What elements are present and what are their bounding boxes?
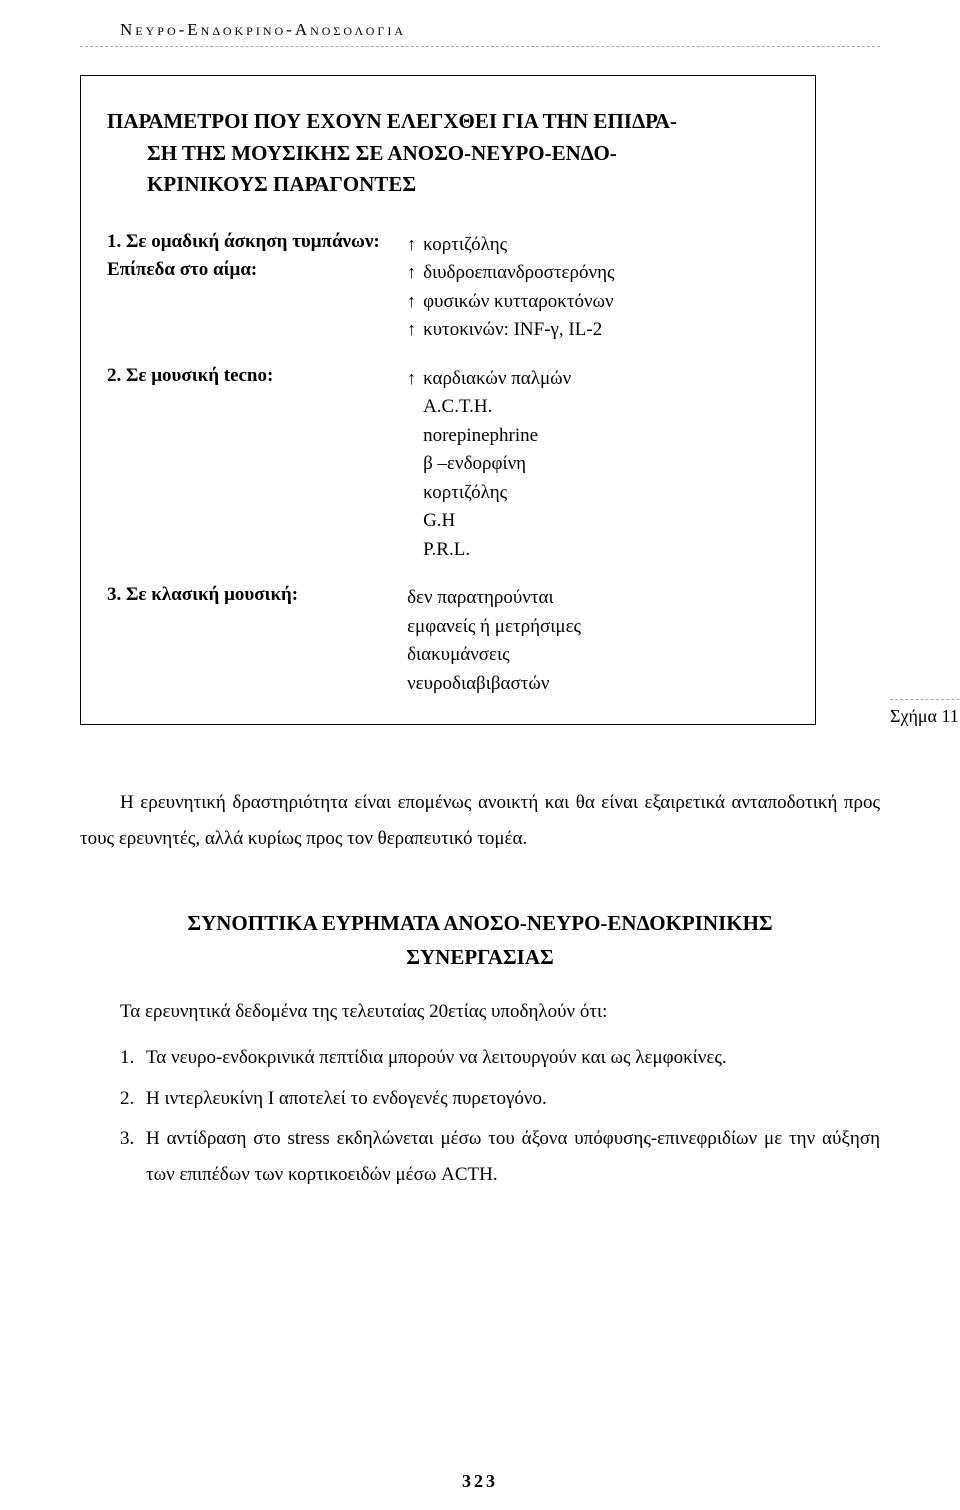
value-text: φυσικών κυτταροκτόνων xyxy=(423,291,614,312)
param-label: 3. Σε κλασική μουσική: xyxy=(107,584,407,606)
figure-title: ΠΑΡΑΜΕΤΡΟΙ ΠΟΥ ΕΧΟΥΝ ΕΛΕΓΧΘΕΙ ΓΙΑ ΤΗΝ ΕΠ… xyxy=(107,106,789,201)
param-row: 2. Σε μουσική tecno: ↑καρδιακών παλμών A… xyxy=(107,365,789,565)
value-line: norepinephrine xyxy=(407,422,789,451)
value-text: νευροδιαβιβαστών xyxy=(407,673,549,694)
page-number: 323 xyxy=(0,1471,960,1492)
param-values: δεν παρατηρούνται εμφανείς ή μετρήσιμες … xyxy=(407,584,789,698)
value-line: ↑κορτιζόλης xyxy=(407,231,789,260)
value-line: διακυμάνσεις xyxy=(407,641,789,670)
numbered-list: 1. Τα νευρο-ενδοκρινικά πεπτίδια μπορούν… xyxy=(120,1040,880,1192)
body-paragraph: Η ερευνητική δραστηριότητα είναι επομένω… xyxy=(80,785,880,857)
arrow-up-icon: ↑ xyxy=(407,316,423,343)
value-text: β –ενδορφίνη xyxy=(423,453,526,474)
value-line: δεν παρατηρούνται xyxy=(407,584,789,613)
value-line: νευροδιαβιβαστών xyxy=(407,670,789,699)
caption-rule xyxy=(890,699,960,700)
value-text: δεν παρατηρούνται xyxy=(407,587,554,608)
arrow-up-icon: ↑ xyxy=(407,288,423,315)
arrow-up-icon: ↑ xyxy=(407,259,423,286)
list-text: Η ιντερλευκίνη I αποτελεί το ενδογενές π… xyxy=(146,1081,880,1117)
value-text: κορτιζόλης xyxy=(423,482,507,503)
param-row: 3. Σε κλασική μουσική: δεν παρατηρούνται… xyxy=(107,584,789,698)
list-text: Η αντίδραση στο stress εκδηλώνεται μέσω … xyxy=(146,1121,880,1193)
list-text: Τα νευρο-ενδοκρινικά πεπτίδια μπορούν να… xyxy=(146,1040,880,1076)
param-sublabel: Επίπεδα στο αίμα: xyxy=(107,259,407,281)
section-intro: Τα ερευνητικά δεδομένα της τελευταίας 20… xyxy=(120,994,880,1030)
value-line: β –ενδορφίνη xyxy=(407,450,789,479)
list-number: 3. xyxy=(120,1121,146,1193)
figure-box: ΠΑΡΑΜΕΤΡΟΙ ΠΟΥ ΕΧΟΥΝ ΕΛΕΓΧΘΕΙ ΓΙΑ ΤΗΝ ΕΠ… xyxy=(80,75,816,725)
value-text: διακυμάνσεις xyxy=(407,644,510,665)
list-number: 1. xyxy=(120,1040,146,1076)
list-item: 1. Τα νευρο-ενδοκρινικά πεπτίδια μπορούν… xyxy=(120,1040,880,1076)
figure-title-line1: ΠΑΡΑΜΕΤΡΟΙ ΠΟΥ ΕΧΟΥΝ ΕΛΕΓΧΘΕΙ ΓΙΑ ΤΗΝ ΕΠ… xyxy=(107,106,789,138)
list-item: 3. Η αντίδραση στο stress εκδηλώνεται μέ… xyxy=(120,1121,880,1193)
list-number: 2. xyxy=(120,1081,146,1117)
value-line: G.H xyxy=(407,507,789,536)
param-label-text: 1. Σε ομαδική άσκηση τυμπάνων: xyxy=(107,231,380,252)
param-label: 1. Σε ομαδική άσκηση τυμπάνων: Επίπεδα σ… xyxy=(107,231,407,281)
param-values: ↑καρδιακών παλμών A.C.T.H. norepinephrin… xyxy=(407,365,789,565)
section-heading-line2: ΣΥΝΕΡΓΑΣΙΑΣ xyxy=(406,945,553,969)
value-line: ↑καρδιακών παλμών xyxy=(407,365,789,394)
value-text: κορτιζόλης xyxy=(423,234,507,255)
param-label: 2. Σε μουσική tecno: xyxy=(107,365,407,387)
page-header: Νευρο-Ενδοκρινο-Ανοσολογια xyxy=(120,20,880,40)
param-row: 1. Σε ομαδική άσκηση τυμπάνων: Επίπεδα σ… xyxy=(107,231,789,345)
value-line: ↑φυσικών κυτταροκτόνων xyxy=(407,288,789,317)
value-text: καρδιακών παλμών xyxy=(423,368,571,389)
arrow-up-icon: ↑ xyxy=(407,365,423,392)
param-label-text: 3. Σε κλασική μουσική: xyxy=(107,584,298,605)
figure-wrap: ΠΑΡΑΜΕΤΡΟΙ ΠΟΥ ΕΧΟΥΝ ΕΛΕΓΧΘΕΙ ΓΙΑ ΤΗΝ ΕΠ… xyxy=(80,75,880,725)
value-line: κορτιζόλης xyxy=(407,479,789,508)
section-heading: ΣΥΝΟΠΤΙΚΑ ΕΥΡΗΜΑΤΑ ΑΝΟΣΟ-ΝΕΥΡΟ-ΕΝΔΟΚΡΙΝΙ… xyxy=(80,907,880,974)
value-text: κυτοκινών: INF-γ, IL-2 xyxy=(423,319,602,340)
arrow-up-icon: ↑ xyxy=(407,231,423,258)
section-heading-line1: ΣΥΝΟΠΤΙΚΑ ΕΥΡΗΜΑΤΑ ΑΝΟΣΟ-ΝΕΥΡΟ-ΕΝΔΟΚΡΙΝΙ… xyxy=(187,911,772,935)
value-text: P.R.L. xyxy=(423,539,470,560)
param-label-text: 2. Σε μουσική tecno: xyxy=(107,365,273,386)
value-text: A.C.T.H. xyxy=(423,396,492,417)
param-values: ↑κορτιζόλης ↑διυδροεπιανδροστερόνης ↑φυσ… xyxy=(407,231,789,345)
value-line: εμφανείς ή μετρήσιμες xyxy=(407,613,789,642)
value-text: εμφανείς ή μετρήσιμες xyxy=(407,616,581,637)
paragraph-text: Η ερευνητική δραστηριότητα είναι επομένω… xyxy=(80,792,880,849)
value-line: ↑κυτοκινών: INF-γ, IL-2 xyxy=(407,316,789,345)
value-text: norepinephrine xyxy=(423,425,538,446)
value-line: A.C.T.H. xyxy=(407,393,789,422)
figure-title-line3: ΚΡΙΝΙΚΟΥΣ ΠΑΡΑΓΟΝΤΕΣ xyxy=(147,169,789,201)
list-item: 2. Η ιντερλευκίνη I αποτελεί το ενδογενέ… xyxy=(120,1081,880,1117)
header-rule xyxy=(80,46,880,47)
figure-caption: Σχήμα 11 xyxy=(890,706,959,727)
value-text: G.H xyxy=(423,510,455,531)
value-line: P.R.L. xyxy=(407,536,789,565)
value-text: διυδροεπιανδροστερόνης xyxy=(423,262,614,283)
figure-title-line2: ΣΗ ΤΗΣ ΜΟΥΣΙΚΗΣ ΣΕ ΑΝΟΣΟ-ΝΕΥΡΟ-ΕΝΔΟ- xyxy=(147,138,789,170)
value-line: ↑διυδροεπιανδροστερόνης xyxy=(407,259,789,288)
